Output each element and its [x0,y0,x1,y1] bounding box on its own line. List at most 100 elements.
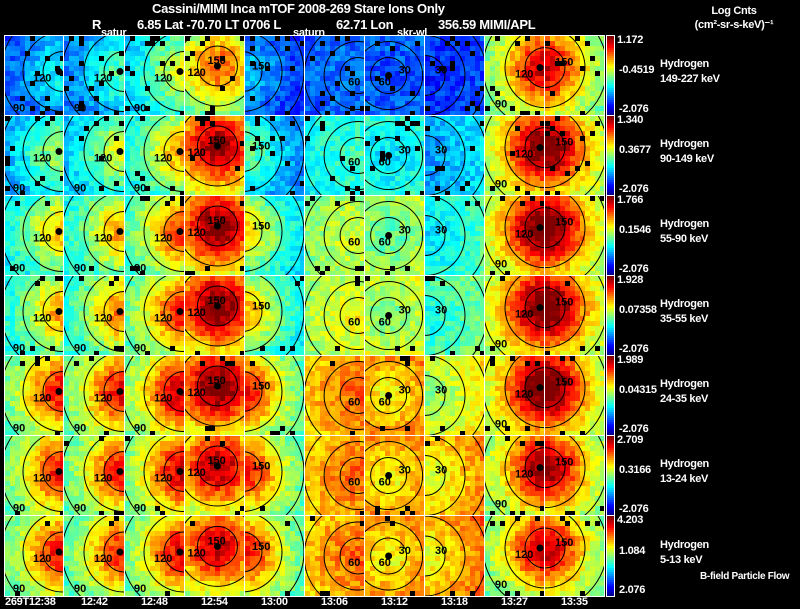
heatmap-cell [35,141,40,146]
heatmap-cell [64,241,69,246]
heatmap-cell [330,61,335,66]
heatmap-cell [285,161,290,166]
heatmap-cell [355,141,360,146]
heatmap-cell [205,116,210,121]
heatmap-cell [170,251,175,256]
heatmap-cell [130,206,135,211]
heatmap-cell [465,151,470,156]
heatmap-cell [405,91,410,96]
heatmap-cell [485,101,490,106]
heatmap-cell [145,196,150,201]
heatmap-cell [485,156,490,161]
heatmap-cell [440,41,445,46]
heatmap-cell [500,41,505,46]
heatmap-cell [560,171,565,176]
heatmap-cell [450,56,455,61]
heatmap-cell [530,91,535,96]
heatmap-cell [390,101,395,106]
heatmap-cell [445,96,450,101]
heatmap-cell [109,146,114,151]
heatmap-cell [114,161,119,166]
heatmap-cell [270,56,275,61]
heatmap-cell [595,161,600,166]
contour-label: 90 [495,179,507,191]
heatmap-cell [450,61,455,66]
heatmap-cell [160,191,165,195]
heatmap-cell [230,186,235,191]
heatmap-cell [415,156,420,161]
heatmap-cell [270,231,275,236]
heatmap-cell [400,131,405,136]
heatmap-cell [430,156,435,161]
heatmap-cell [570,111,575,115]
heatmap-cell [295,146,300,151]
heatmap-cell [320,166,325,171]
heatmap-cell [425,186,430,191]
heatmap-cell [520,186,525,191]
heatmap-cell [280,91,285,96]
heatmap-cell [215,36,220,41]
heatmap-cell [114,171,119,176]
heatmap-cell [119,176,124,181]
heatmap-cell [320,131,325,136]
heatmap-cell [255,206,260,211]
heatmap-cell [400,91,405,96]
heatmap-cell [225,186,230,191]
heatmap-cell [435,101,440,106]
heatmap-cell [265,156,270,161]
heatmap-cell [74,216,79,221]
heatmap-cell [64,111,69,115]
heatmap-cell [575,176,580,181]
heatmap-cell [435,46,440,51]
heatmap-cell [375,51,380,56]
heatmap-cell [335,51,340,56]
heatmap-cell [210,166,215,171]
heatmap-cell [40,271,45,275]
heatmap-cell [10,231,15,236]
heatmap-cell [89,196,94,201]
heatmap-cell [405,136,410,141]
heatmap-cell [320,101,325,106]
heatmap-cell [245,41,250,46]
heatmap-cell [30,101,35,106]
heatmap-cell [360,151,364,156]
heatmap-cell [20,36,25,41]
heatmap-cell [490,156,495,161]
heatmap-cell [530,166,535,171]
heatmap-cell [355,126,360,131]
heatmap-cell [245,81,250,86]
heatmap-cell [555,176,560,181]
heatmap-cell [365,61,370,66]
heatmap-cell [74,166,79,171]
heatmap-cell [370,96,375,101]
heatmap-cell [235,166,240,171]
heatmap-cell [155,141,160,146]
heatmap-cell [125,166,130,171]
heatmap-cell [500,131,505,136]
heatmap-cell [210,251,215,256]
heatmap-cell [79,236,84,241]
heatmap-cell [345,36,350,41]
colorbar-segment [607,136,614,138]
heatmap-cell [15,91,20,96]
heatmap-cell [55,256,60,261]
heatmap-cell [104,91,109,96]
heatmap-cell [345,111,350,115]
heatmap-cell [74,141,79,146]
heatmap-cell [370,51,375,56]
heatmap-cell [190,191,195,195]
heatmap-cell [460,186,465,191]
heatmap-cell [430,41,435,46]
heatmap-cell [170,201,175,206]
heatmap-cell [114,251,119,256]
heatmap-cell [380,96,385,101]
heatmap-cell [550,151,555,156]
b-field-marker [177,148,184,155]
colorbar-segment [607,56,614,58]
heatmap-cell [545,101,550,106]
heatmap-cell [10,81,15,86]
heatmap-cell [40,91,45,96]
heatmap-cell [445,126,450,131]
heatmap-cell [60,201,63,206]
heatmap-cell [74,256,79,261]
